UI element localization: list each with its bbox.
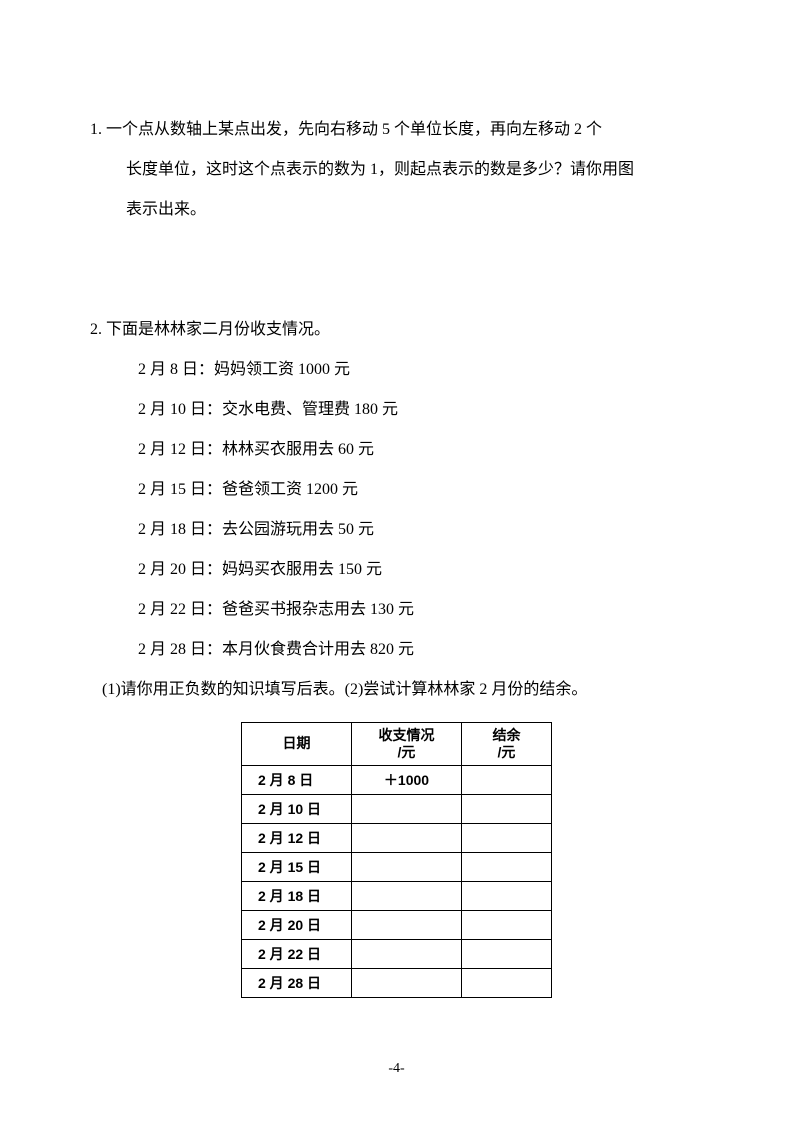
- table-row: 2 月 20 日: [242, 910, 552, 939]
- cell-date-0: 2 月 8 日: [242, 765, 352, 794]
- table-row: 2 月 15 日: [242, 852, 552, 881]
- problem-1-line-2: 长度单位，这时这个点表示的数为 1，则起点表示的数是多少？请你用图: [90, 150, 703, 190]
- problem-2-item-7: 2 月 28 日：本月伙食费合计用去 820 元: [138, 630, 703, 670]
- problem-2-item-0: 2 月 8 日：妈妈领工资 1000 元: [138, 350, 703, 390]
- cell-amount-2: [352, 823, 462, 852]
- cell-balance-4: [462, 881, 552, 910]
- cell-balance-0: [462, 765, 552, 794]
- cell-date-1: 2 月 10 日: [242, 794, 352, 823]
- cell-balance-3: [462, 852, 552, 881]
- table-row: 2 月 18 日: [242, 881, 552, 910]
- cell-date-5: 2 月 20 日: [242, 910, 352, 939]
- problem-2-number: 2.: [90, 321, 102, 338]
- table-header: 日期 收支情况 /元 结余 /元: [242, 723, 552, 766]
- header-date: 日期: [242, 723, 352, 766]
- problem-2-item-5: 2 月 20 日：妈妈买衣服用去 150 元: [138, 550, 703, 590]
- cell-balance-1: [462, 794, 552, 823]
- cell-amount-4: [352, 881, 462, 910]
- header-amount-line1: 收支情况: [362, 727, 451, 744]
- problem-2-item-2: 2 月 12 日：林林买衣服用去 60 元: [138, 430, 703, 470]
- table-header-row: 日期 收支情况 /元 结余 /元: [242, 723, 552, 766]
- cell-balance-6: [462, 939, 552, 968]
- problem-1-number: 1.: [90, 121, 102, 138]
- cell-date-4: 2 月 18 日: [242, 881, 352, 910]
- cell-amount-6: [352, 939, 462, 968]
- header-amount-line2: /元: [362, 744, 451, 761]
- table-body: 2 月 8 日 ＋1000 2 月 10 日 2 月 12 日 2 月 15 日: [242, 765, 552, 997]
- cell-amount-5: [352, 910, 462, 939]
- table-row: 2 月 10 日: [242, 794, 552, 823]
- cell-amount-7: [352, 968, 462, 997]
- problem-2-question: (1)请你用正负数的知识填写后表。(2)尝试计算林林家 2 月份的结余。: [90, 670, 703, 710]
- problem-2-item-1: 2 月 10 日：交水电费、管理费 180 元: [138, 390, 703, 430]
- problem-2: 2. 下面是林林家二月份收支情况。 2 月 8 日：妈妈领工资 1000 元 2…: [90, 310, 703, 998]
- problem-2-intro: 2. 下面是林林家二月份收支情况。: [90, 310, 703, 350]
- cell-balance-5: [462, 910, 552, 939]
- table-row: 2 月 8 日 ＋1000: [242, 765, 552, 794]
- table-row: 2 月 12 日: [242, 823, 552, 852]
- problem-1-text-1: 一个点从数轴上某点出发，先向右移动 5 个单位长度，再向左移动 2 个: [106, 121, 602, 138]
- table-row: 2 月 22 日: [242, 939, 552, 968]
- problem-2-item-3: 2 月 15 日：爸爸领工资 1200 元: [138, 470, 703, 510]
- income-expense-table: 日期 收支情况 /元 结余 /元 2 月 8 日 ＋1000: [241, 722, 552, 998]
- problem-2-intro-text: 下面是林林家二月份收支情况。: [106, 321, 330, 338]
- header-date-text: 日期: [252, 735, 341, 752]
- cell-date-7: 2 月 28 日: [242, 968, 352, 997]
- cell-balance-2: [462, 823, 552, 852]
- cell-amount-3: [352, 852, 462, 881]
- cell-date-2: 2 月 12 日: [242, 823, 352, 852]
- table-row: 2 月 28 日: [242, 968, 552, 997]
- cell-balance-7: [462, 968, 552, 997]
- income-expense-table-container: 日期 收支情况 /元 结余 /元 2 月 8 日 ＋1000: [90, 722, 703, 998]
- problem-1: 1. 一个点从数轴上某点出发，先向右移动 5 个单位长度，再向左移动 2 个 长…: [90, 110, 703, 230]
- cell-date-3: 2 月 15 日: [242, 852, 352, 881]
- problem-2-item-4: 2 月 18 日：去公园游玩用去 50 元: [138, 510, 703, 550]
- page-number: -4-: [0, 1061, 793, 1077]
- cell-amount-1: [352, 794, 462, 823]
- problem-1-line-1: 1. 一个点从数轴上某点出发，先向右移动 5 个单位长度，再向左移动 2 个: [90, 110, 703, 150]
- cell-amount-0: ＋1000: [352, 765, 462, 794]
- problem-2-items: 2 月 8 日：妈妈领工资 1000 元 2 月 10 日：交水电费、管理费 1…: [90, 350, 703, 670]
- header-amount: 收支情况 /元: [352, 723, 462, 766]
- problem-1-line-3: 表示出来。: [90, 190, 703, 230]
- header-balance: 结余 /元: [462, 723, 552, 766]
- header-balance-line2: /元: [472, 744, 541, 761]
- problem-2-item-6: 2 月 22 日：爸爸买书报杂志用去 130 元: [138, 590, 703, 630]
- header-balance-line1: 结余: [472, 727, 541, 744]
- cell-date-6: 2 月 22 日: [242, 939, 352, 968]
